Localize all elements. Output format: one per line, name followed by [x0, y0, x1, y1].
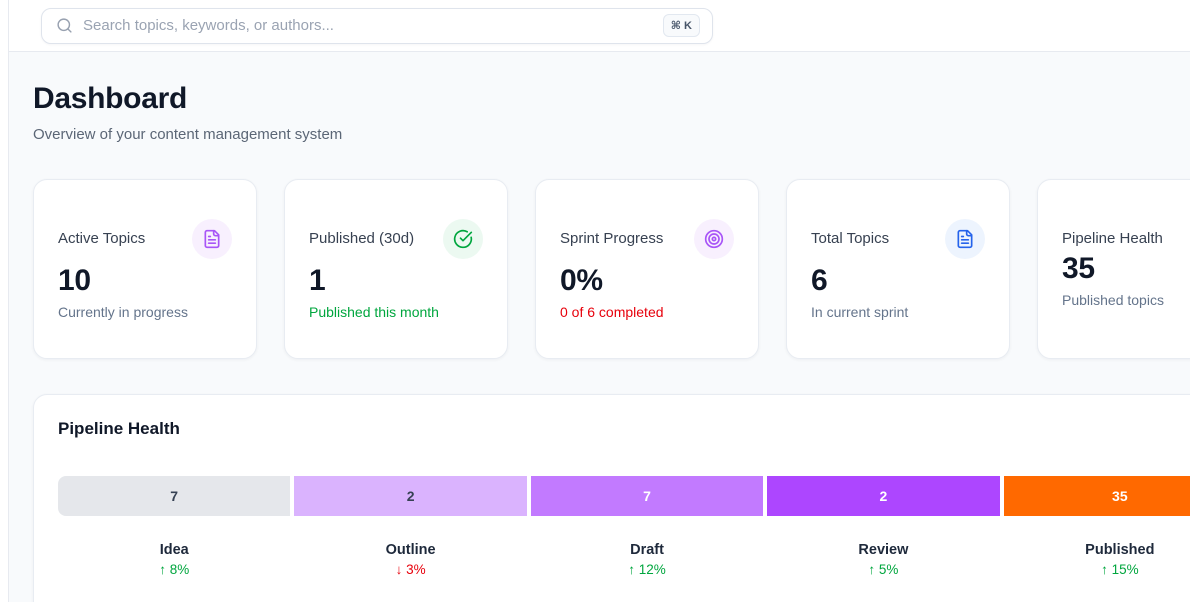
stat-card-pipeline-health: Pipeline Health 35 Published topics [1037, 179, 1190, 359]
stat-value: 10 [58, 263, 91, 297]
search-shortcut-badge: ⌘ K [662, 14, 700, 37]
stat-note: Currently in progress [58, 303, 188, 320]
pipeline-bar-segment-review: 2 [767, 476, 1000, 516]
stage-label: Review [858, 542, 909, 558]
circle-check-icon [443, 218, 483, 259]
stage-published: Published ↑ 15% [1004, 542, 1190, 577]
pipeline-bar-segment-published: 35 [1003, 476, 1190, 516]
pipeline-bar-segment-outline: 2 [294, 476, 527, 516]
pipeline-title: Pipeline Health [58, 419, 180, 438]
pipeline-stage-labels: Idea ↑ 8% Outline ↓ 3% Draft ↑ 12% Revie… [58, 542, 1190, 577]
stat-label: Total Topics [811, 230, 890, 247]
stat-note: Published topics [1062, 292, 1164, 308]
stat-note: 0 of 6 completed [560, 303, 664, 320]
stage-label: Outline [385, 542, 436, 558]
stat-label: Active Topics [58, 230, 146, 247]
target-icon [694, 218, 734, 259]
stage-idea: Idea ↑ 8% [58, 542, 290, 577]
stat-card-active-topics: Active Topics 10 Currently in progress [33, 179, 257, 359]
page-title: Dashboard [33, 82, 187, 115]
pipeline-bar-segment-idea: 7 [58, 476, 291, 516]
search-input[interactable] [83, 17, 653, 34]
pipeline-bar: 7 2 7 2 35 [58, 476, 1190, 516]
stat-label: Published (30d) [309, 230, 415, 247]
file-text-icon [945, 218, 985, 259]
stat-value: 1 [309, 263, 326, 297]
stage-delta: ↓ 3% [395, 562, 426, 577]
stage-review: Review ↑ 5% [767, 542, 999, 577]
stat-note: In current sprint [811, 303, 909, 320]
stage-label: Draft [630, 542, 664, 558]
pipeline-health-card: Pipeline Health 7 2 7 2 35 Idea ↑ 8% Out… [33, 394, 1190, 602]
stat-note: Published this month [309, 303, 439, 320]
dashboard-content: Dashboard Overview of your content manag… [9, 52, 1190, 602]
top-bar: ⌘ K [9, 0, 1190, 52]
stage-delta: ↑ 8% [159, 562, 190, 577]
pipeline-bar-segment-draft: 7 [530, 476, 764, 516]
stats-row: Active Topics 10 Currently in progress P… [33, 179, 1190, 359]
page-subtitle: Overview of your content management syst… [33, 126, 343, 143]
stat-value: 6 [811, 263, 828, 297]
stat-value: 0% [560, 263, 603, 297]
stat-card-total-topics: Total Topics 6 In current sprint [786, 179, 1010, 359]
stat-label: Sprint Progress [560, 230, 664, 247]
search-icon [56, 17, 73, 34]
stage-delta: ↑ 12% [628, 562, 666, 577]
search-box[interactable]: ⌘ K [41, 7, 713, 44]
app-root: ⌘ K Dashboard Overview of your content m… [8, 0, 1190, 602]
file-text-icon [192, 218, 232, 259]
stage-outline: Outline ↓ 3% [294, 542, 526, 577]
stat-value: 35 [1062, 252, 1095, 285]
stat-card-published-30d: Published (30d) 1 Published this month [284, 179, 508, 359]
stage-delta: ↑ 5% [868, 562, 899, 577]
stage-label: Published [1085, 542, 1155, 558]
stat-label: Pipeline Health [1062, 230, 1163, 247]
stage-draft: Draft ↑ 12% [531, 542, 763, 577]
stat-card-sprint-progress: Sprint Progress 0% 0 of 6 completed [535, 179, 759, 359]
stage-delta: ↑ 15% [1101, 562, 1139, 577]
stage-label: Idea [159, 542, 189, 558]
